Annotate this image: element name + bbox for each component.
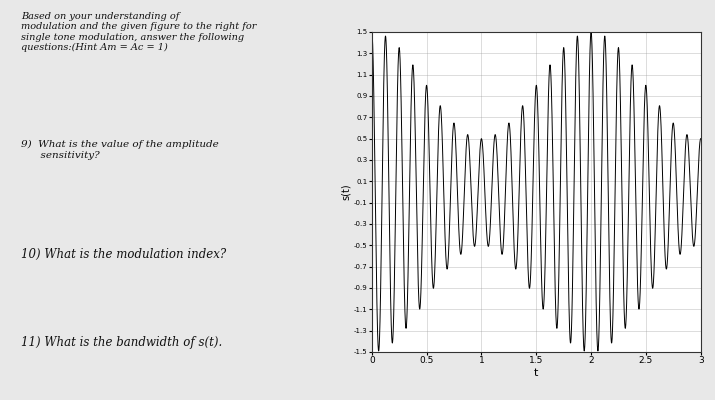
Text: 9)  What is the value of the amplitude
      sensitivity?: 9) What is the value of the amplitude se… [21,140,220,160]
Y-axis label: s(t): s(t) [341,184,351,200]
X-axis label: t: t [534,368,538,378]
Text: 11) What is the bandwidth of s(t).: 11) What is the bandwidth of s(t). [21,336,222,349]
Text: 10) What is the modulation index?: 10) What is the modulation index? [21,248,227,261]
Text: Based on your understanding of
modulation and the given figure to the right for
: Based on your understanding of modulatio… [21,12,257,52]
